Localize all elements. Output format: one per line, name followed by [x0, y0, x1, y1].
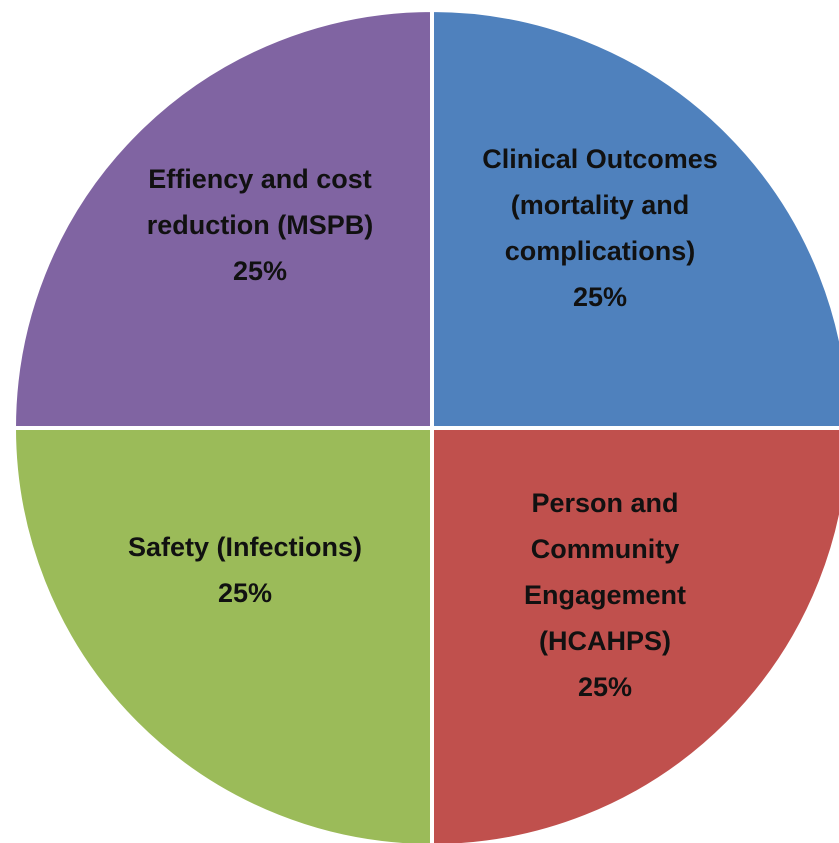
slice-label: Safety (Infections) 25% [85, 524, 405, 616]
slice-value: 25% [577, 672, 633, 702]
pie-slice [11, 426, 434, 843]
slice-name: Person and Community Engagement (HCAHPS) [523, 488, 687, 656]
slice-label: Effiency and cost reduction (MSPB) 25% [110, 156, 410, 294]
pie-slice [430, 7, 839, 430]
slice-name: Safety (Infections) [127, 532, 363, 562]
slice-name: Effiency and cost reduction (MSPB) [146, 164, 374, 240]
slice-name: Clinical Outcomes (mortality and complic… [482, 144, 718, 266]
slice-value: 25% [572, 282, 628, 312]
pie-slice [11, 7, 434, 430]
slice-value: 25% [232, 256, 288, 286]
slice-label: Clinical Outcomes (mortality and complic… [455, 136, 745, 320]
pie-slice [430, 426, 839, 843]
slice-label: Person and Community Engagement (HCAHPS)… [490, 480, 720, 710]
slice-value: 25% [217, 578, 273, 608]
